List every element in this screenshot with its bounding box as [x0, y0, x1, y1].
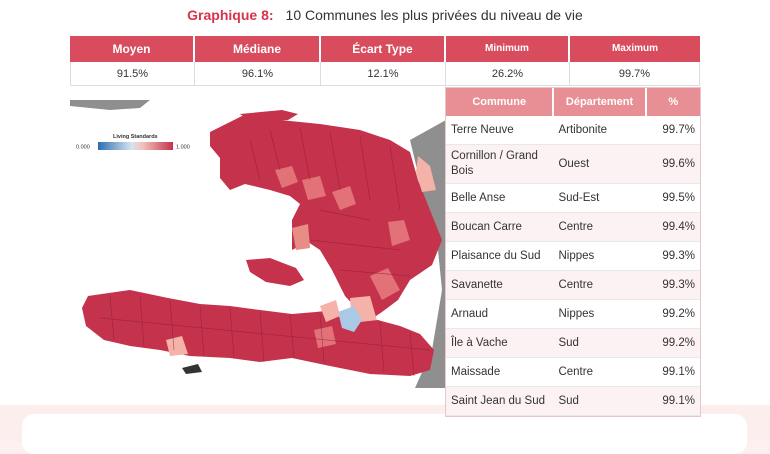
- tortuga-island: [240, 110, 298, 122]
- pct-cell: 99.3%: [645, 270, 700, 300]
- stat-value-minimum: 26.2%: [446, 62, 570, 86]
- stat-header-maximum: Maximum: [570, 36, 700, 62]
- col-header-commune: Commune: [446, 88, 555, 116]
- commune-cell: Savanette: [446, 270, 554, 300]
- pct-cell: 99.6%: [645, 144, 700, 184]
- table-row: Plaisance du Sud Nippes 99.3%: [446, 241, 700, 271]
- table-row: Savanette Centre 99.3%: [446, 270, 700, 300]
- top-communes-table: Commune Département % Terre Neuve Artibo…: [446, 88, 700, 416]
- departement-cell: Ouest: [553, 144, 646, 184]
- stat-header-minimum: Minimum: [446, 36, 570, 62]
- table-row: Belle Anse Sud-Est 99.5%: [446, 183, 700, 213]
- commune-borders: [99, 127, 431, 377]
- summary-stats-table: Moyen Médiane Écart Type Minimum Maximum…: [70, 36, 700, 86]
- pct-cell: 99.4%: [645, 212, 700, 242]
- next-card: [22, 414, 747, 454]
- departement-cell: Artibonite: [553, 116, 646, 145]
- table-row: Maissade Centre 99.1%: [446, 357, 700, 387]
- departement-cell: Sud: [553, 386, 646, 416]
- legend-gradient-bar: [98, 142, 173, 150]
- table-row: Terre Neuve Artibonite 99.7%: [446, 116, 700, 145]
- chart-label: Graphique 8:: [187, 7, 274, 23]
- map-region-light-7: [370, 268, 400, 300]
- pct-cell: 99.1%: [645, 357, 700, 387]
- legend-min-label: 0.000: [76, 145, 90, 151]
- departement-cell: Sud: [553, 328, 646, 358]
- commune-cell: Maissade: [446, 357, 554, 387]
- map-region-light-9: [320, 300, 340, 322]
- map-region-light-6: [292, 224, 310, 250]
- legend-title: Living Standards: [113, 134, 158, 140]
- col-header-departement: Département: [553, 88, 647, 116]
- neighbor-land-east: [410, 120, 446, 388]
- map-region-light-2: [302, 176, 326, 200]
- departement-cell: Nippes: [553, 299, 646, 329]
- departement-cell: Sud-Est: [553, 183, 646, 213]
- map-region-light-10: [166, 336, 188, 356]
- pct-cell: 99.3%: [645, 241, 700, 271]
- pct-cell: 99.5%: [645, 183, 700, 213]
- map-region-light-5: [388, 220, 410, 246]
- commune-cell: Cornillon / Grand Bois: [446, 144, 554, 184]
- commune-cell: Terre Neuve: [446, 116, 554, 145]
- departement-cell: Centre: [553, 270, 646, 300]
- table-row: Île à Vache Sud 99.2%: [446, 328, 700, 358]
- commune-cell: Plaisance du Sud: [446, 241, 554, 271]
- map-region-light-3: [416, 156, 436, 192]
- stat-header-moyen: Moyen: [70, 36, 195, 62]
- table-row: Cornillon / Grand Bois Ouest 99.6%: [446, 144, 700, 184]
- map-region-light-4: [332, 186, 356, 210]
- commune-cell: Belle Anse: [446, 183, 554, 213]
- stat-value-maximum: 99.7%: [570, 62, 700, 86]
- map-region-blue: [338, 306, 362, 332]
- commune-cell: Saint Jean du Sud: [446, 386, 554, 416]
- chart-title: Graphique 8: 10 Communes les plus privées…: [0, 7, 770, 23]
- stat-header-mediane: Médiane: [195, 36, 321, 62]
- stat-value-ecart-type: 12.1%: [321, 62, 446, 86]
- commune-cell: Arnaud: [446, 299, 554, 329]
- stat-header-ecart-type: Écart Type: [321, 36, 446, 62]
- pct-cell: 99.2%: [645, 328, 700, 358]
- legend-max-label: 1.000: [176, 145, 190, 151]
- chart-title-text: 10 Communes les plus privées du niveau d…: [285, 7, 583, 23]
- stats-value-row: 91.5% 96.1% 12.1% 26.2% 99.7%: [70, 62, 700, 86]
- neighbor-land-top: [70, 100, 150, 110]
- map-region-light-11: [314, 326, 336, 348]
- communes-header-row: Commune Département %: [446, 88, 700, 116]
- table-row: Saint Jean du Sud Sud 99.1%: [446, 386, 700, 416]
- stat-value-mediane: 96.1%: [195, 62, 321, 86]
- departement-cell: Nippes: [553, 241, 646, 271]
- haiti-choropleth-map: Living Standards 0.000 1.000: [70, 100, 446, 388]
- departement-cell: Centre: [553, 212, 646, 242]
- pct-cell: 99.7%: [645, 116, 700, 145]
- pct-cell: 99.1%: [645, 386, 700, 416]
- ile-a-vache: [182, 364, 202, 374]
- stats-header-row: Moyen Médiane Écart Type Minimum Maximum: [70, 36, 700, 62]
- map-region-light-1: [275, 166, 298, 188]
- table-row: Arnaud Nippes 99.2%: [446, 299, 700, 329]
- pct-cell: 99.2%: [645, 299, 700, 329]
- commune-cell: Île à Vache: [446, 328, 554, 358]
- stat-value-moyen: 91.5%: [70, 62, 195, 86]
- col-header-pct: %: [645, 88, 700, 116]
- table-row: Boucan Carre Centre 99.4%: [446, 212, 700, 242]
- haiti-north-region: [210, 116, 442, 320]
- gonave-island: [246, 258, 304, 286]
- commune-cell: Boucan Carre: [446, 212, 554, 242]
- departement-cell: Centre: [553, 357, 646, 387]
